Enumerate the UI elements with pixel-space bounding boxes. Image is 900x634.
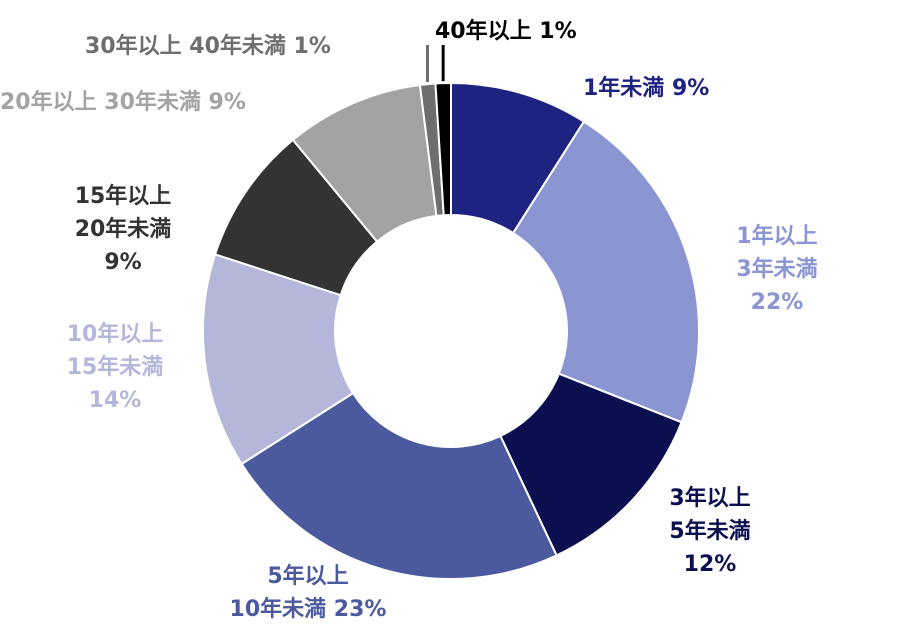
slice-label-2: 3年以上 5年未満 12% bbox=[650, 482, 770, 581]
slice-label-line: 3年未満 bbox=[736, 257, 818, 282]
slice-label-5: 15年以上 20年未満 9% bbox=[58, 180, 188, 279]
donut-slice-8 bbox=[434, 81, 452, 217]
slice-label-line: 20年以上 30年未満 9% bbox=[0, 90, 246, 115]
slice-label-3: 5年以上 10年未満 23% bbox=[208, 560, 408, 626]
slice-label-line: 10年未満 23% bbox=[229, 597, 387, 622]
slice-label-6: 20年以上 30年未満 9% bbox=[0, 86, 246, 119]
slice-label-line: 12% bbox=[683, 552, 737, 577]
donut-slice-3 bbox=[240, 391, 558, 580]
donut-hole bbox=[336, 216, 566, 446]
slice-label-7: 30年以上 40年未満 1% bbox=[85, 30, 331, 63]
slice-label-line: 1年以上 bbox=[736, 224, 818, 249]
slice-label-4: 10年以上 15年未満 14% bbox=[50, 318, 180, 417]
slice-label-line: 20年未満 bbox=[74, 217, 172, 242]
slice-label-line: 10年以上 bbox=[66, 322, 164, 347]
slice-label-line: 5年未満 bbox=[669, 519, 751, 544]
slice-label-line: 3年以上 bbox=[669, 486, 751, 511]
slice-label-line: 30年以上 40年未満 1% bbox=[85, 34, 331, 59]
slice-label-line: 14% bbox=[88, 388, 142, 413]
slice-label-8: 40年以上 1% bbox=[435, 15, 577, 48]
slice-label-line: 15年以上 bbox=[74, 184, 172, 209]
slice-label-line: 15年未満 bbox=[66, 355, 164, 380]
slice-label-line: 1年未満 9% bbox=[583, 76, 710, 101]
slice-label-line: 40年以上 1% bbox=[435, 19, 577, 44]
slice-label-line: 9% bbox=[104, 250, 142, 275]
donut-slice-2 bbox=[499, 372, 683, 557]
slice-label-line: 5年以上 bbox=[267, 564, 349, 589]
donut-slice-1 bbox=[511, 120, 700, 424]
slice-label-0: 1年未満 9% bbox=[583, 72, 709, 105]
slice-label-line: 22% bbox=[750, 290, 804, 315]
slice-label-1: 1年以上 3年未満 22% bbox=[712, 220, 842, 319]
donut-slice-4 bbox=[202, 253, 355, 466]
